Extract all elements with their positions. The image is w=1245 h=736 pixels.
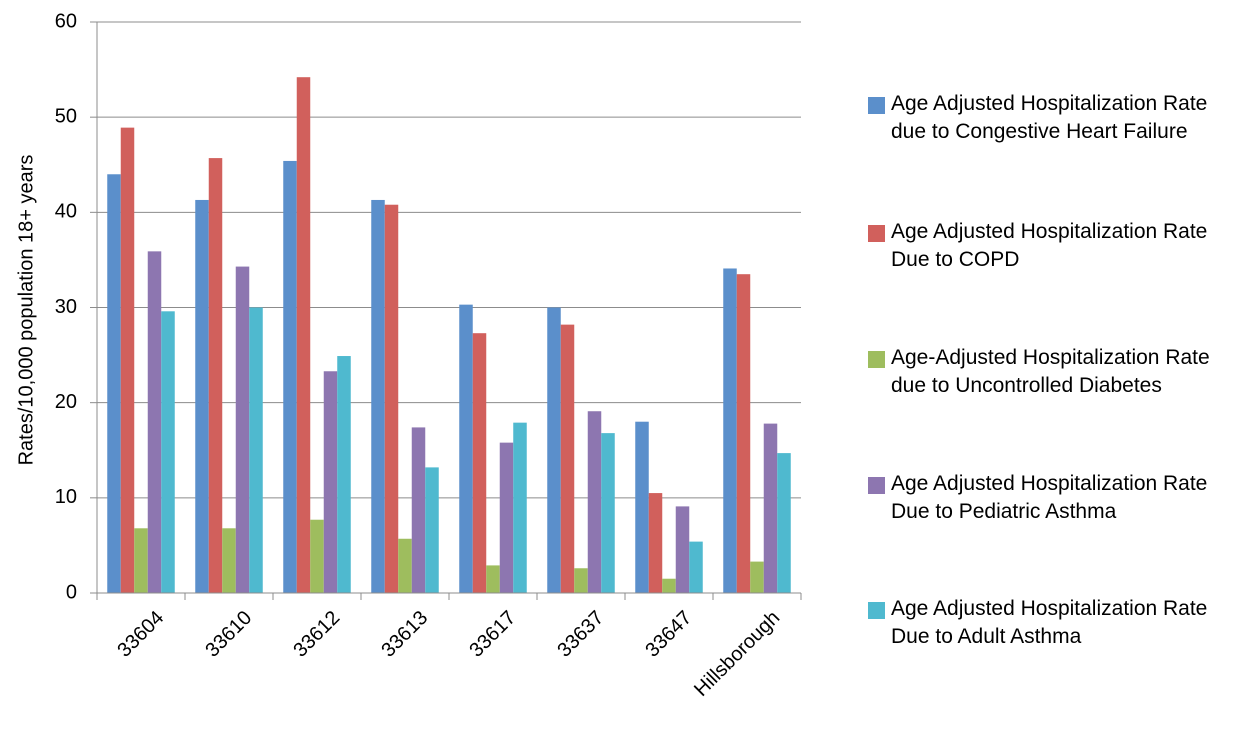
y-tick-label: 20 <box>55 391 77 413</box>
bar <box>296 77 311 594</box>
bar <box>689 541 703 593</box>
bar <box>777 453 791 593</box>
bar <box>411 427 426 593</box>
bar <box>459 304 473 593</box>
bar <box>195 199 209 593</box>
bar <box>371 199 385 593</box>
bar <box>560 324 575 593</box>
bar <box>222 528 236 593</box>
bar-series <box>107 77 791 594</box>
bar <box>208 158 223 594</box>
legend-swatch <box>868 477 885 494</box>
legend-swatch <box>868 97 885 114</box>
x-tick-label: 33637 <box>553 607 608 662</box>
bar <box>736 274 751 593</box>
bar <box>587 411 602 593</box>
x-tick-label: 33604 <box>113 607 168 662</box>
legend-item: Age Adjusted Hospitalization Rate Due to… <box>868 595 1241 651</box>
legend-label: Age Adjusted Hospitalization Rate Due to… <box>891 472 1208 523</box>
legend-swatch <box>868 602 885 619</box>
bar <box>384 204 399 593</box>
bar <box>750 561 764 593</box>
y-tick-label: 40 <box>55 201 77 223</box>
bar <box>134 528 148 593</box>
bar <box>337 356 351 593</box>
x-tick-label: 33647 <box>641 607 696 662</box>
legend-label: Age Adjusted Hospitalization Rate due to… <box>891 92 1208 143</box>
bar <box>235 266 250 593</box>
bar <box>513 422 527 593</box>
legend-item: Age Adjusted Hospitalization Rate Due to… <box>868 470 1241 526</box>
bar <box>107 174 121 593</box>
y-tick-label: 60 <box>55 10 77 32</box>
legend-label: Age Adjusted Hospitalization Rate Due to… <box>891 220 1208 271</box>
bar <box>310 519 324 593</box>
y-tick-label: 10 <box>55 486 77 508</box>
bar <box>425 467 439 593</box>
bar <box>161 311 175 593</box>
legend-item: Age Adjusted Hospitalization Rate Due to… <box>868 218 1241 274</box>
x-tick-label: 33613 <box>377 607 432 662</box>
bar <box>574 568 588 593</box>
bar <box>648 493 663 593</box>
legend-swatch <box>868 225 885 242</box>
bar <box>120 127 135 593</box>
bar <box>547 307 561 593</box>
legend-item: Age-Adjusted Hospitalization Rate due to… <box>868 344 1241 400</box>
y-axis-title: Rates/10,000 population 18+ years <box>15 155 37 466</box>
bar <box>249 307 263 593</box>
bar <box>147 251 162 593</box>
bar <box>323 371 338 593</box>
legend-label: Age Adjusted Hospitalization Rate Due to… <box>891 597 1208 648</box>
x-tick-label: 33610 <box>201 607 256 662</box>
y-tick-label: 50 <box>55 105 77 127</box>
x-tick-label: Hillsborough <box>690 607 784 701</box>
legend-swatch <box>868 351 885 368</box>
y-tick-label: 0 <box>66 581 77 603</box>
legend-item: Age Adjusted Hospitalization Rate due to… <box>868 90 1241 146</box>
bar <box>398 538 412 593</box>
y-tick-label: 30 <box>55 296 77 318</box>
bar <box>662 578 676 593</box>
legend-label: Age-Adjusted Hospitalization Rate due to… <box>891 346 1210 397</box>
bar <box>675 506 690 593</box>
bar <box>283 160 297 593</box>
bar <box>601 433 615 593</box>
x-tick-label: 33617 <box>465 607 520 662</box>
x-tick-label: 33612 <box>289 607 344 662</box>
bar <box>635 421 649 593</box>
bar <box>472 333 487 593</box>
bar <box>486 565 500 593</box>
bar <box>763 423 778 593</box>
bar <box>723 268 737 593</box>
bar <box>499 442 514 593</box>
